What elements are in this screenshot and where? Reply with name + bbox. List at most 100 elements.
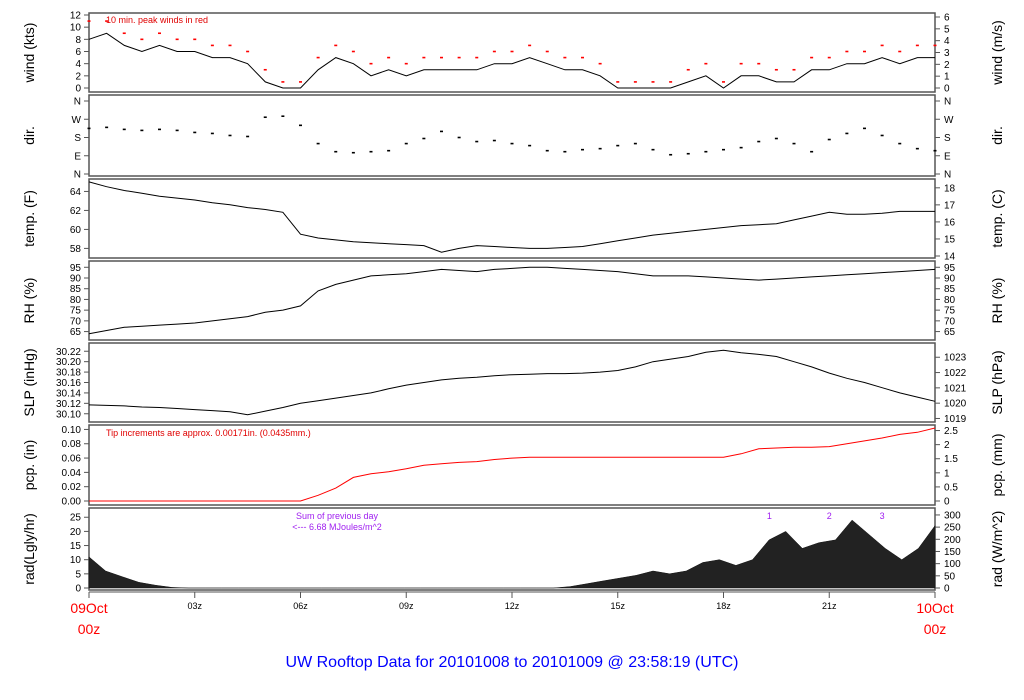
wind-ytick-label: 12	[70, 11, 82, 22]
dir-frame	[88, 94, 936, 177]
slp-ylabel: SLP (inHg)	[21, 348, 37, 416]
wind-ytick-label-right: 4	[944, 36, 950, 47]
rh-ytick-label-right: 70	[944, 316, 956, 327]
slp-ytick-label: 30.10	[56, 409, 81, 420]
pcp-ytick-label: 0.00	[62, 497, 82, 508]
pcp-frame	[88, 424, 936, 506]
slp-ytick-label: 30.22	[56, 347, 81, 358]
slp-ytick-label: 30.20	[56, 357, 81, 368]
rad-ytick-label-right: 50	[944, 571, 956, 582]
wind-ytick-label-right: 3	[944, 48, 950, 59]
pcp-ytick-label: 0.08	[62, 439, 82, 450]
slp-ytick-label-right: 1022	[944, 368, 967, 379]
x-tick-label: 03z	[187, 601, 202, 611]
rh-ytick-label-right: 65	[944, 327, 956, 338]
pcp-ytick-label: 0.10	[62, 425, 82, 436]
x-tick-label: 18z	[716, 601, 731, 611]
wind-ylabel: wind (kts)	[21, 23, 37, 84]
rad-ytick-label: 10	[70, 555, 82, 566]
pcp-ytick-label-right: 2	[944, 440, 950, 451]
wind-ylabel-right: wind (m/s)	[989, 20, 1005, 86]
rad-marker: 2	[827, 511, 832, 521]
pcp-ytick-label-right: 1.5	[944, 454, 958, 465]
pcp-ytick-label-right: 1	[944, 468, 950, 479]
wind-ytick-label-right: 0	[944, 84, 950, 95]
x-tick-label: 15z	[610, 601, 625, 611]
rad-ytick-label: 25	[70, 513, 82, 524]
x-axis: 03z 06z 09z 12z 15z 18z 21z 09Oct 00z 10Oct 00z	[70, 591, 954, 637]
rad-ylabel: rad(Lgly/hr)	[21, 513, 37, 585]
rad-ytick-label-right: 100	[944, 559, 961, 570]
x-tick-label: 21z	[822, 601, 837, 611]
temp-frame	[88, 178, 936, 259]
rh-ytick-label: 95	[70, 263, 82, 274]
rh-ytick-label: 80	[70, 295, 82, 306]
wind-ytick-label: 10	[70, 23, 82, 34]
slp-line	[88, 349, 936, 416]
dir-ytick-label-right: W	[944, 115, 954, 126]
rh-ytick-label-right: 80	[944, 295, 956, 306]
temp-ytick-label-right: 17	[944, 200, 956, 211]
wind-ytick-label-right: 5	[944, 24, 950, 35]
dir-ytick-label: E	[74, 151, 81, 162]
pcp-ytick-label-right: 2.5	[944, 426, 958, 437]
pcp-ylabel: pcp. (in)	[21, 440, 37, 491]
temp-ytick-label: 60	[70, 225, 82, 236]
rh-ytick-label: 75	[70, 306, 82, 317]
rh-ytick-label: 65	[70, 327, 82, 338]
slp-ytick-label-right: 1021	[944, 383, 967, 394]
panel-temp: 58 60 62 64 14 15 16 17 18 temp. (F) temp. (C)	[21, 178, 1005, 263]
rh-ylabel-right: RH (%)	[989, 278, 1005, 324]
dir-ytick-label: N	[74, 97, 81, 108]
slp-ytick-label-right: 1020	[944, 399, 967, 410]
wind-annotation: 10 min. peak winds in red	[106, 15, 208, 25]
dir-ytick-label-right: E	[944, 151, 951, 162]
wind-ytick-label-right: 2	[944, 60, 950, 71]
rad-ytick-label-right: 150	[944, 547, 961, 558]
dir-ytick-label: N	[74, 170, 81, 181]
dir-ytick-label: S	[74, 133, 81, 144]
pcp-ytick-label-right: 0	[944, 497, 950, 508]
x-tick-label: 12z	[505, 601, 520, 611]
rad-annotation-line2: <--- 6.68 MJoules/m^2	[292, 522, 382, 532]
rad-ylabel-right: rad (W/m^2)	[989, 511, 1005, 588]
start-date-label: 09Oct	[70, 600, 107, 616]
pcp-ytick-label-right: 0.5	[944, 482, 958, 493]
rad-marker: 3	[880, 511, 885, 521]
temp-ytick-label-right: 15	[944, 234, 956, 245]
rad-ytick-label: 15	[70, 541, 82, 552]
rh-frame	[88, 260, 936, 341]
x-tick-label: 06z	[293, 601, 308, 611]
rad-annotation-line1: Sum of previous day	[296, 511, 379, 521]
slp-ytick-label-right: 1023	[944, 353, 967, 364]
dir-ytick-label-right: N	[944, 170, 951, 181]
rh-ytick-label-right: 90	[944, 274, 956, 285]
rh-ytick-label: 90	[70, 274, 82, 285]
slp-frame	[88, 342, 936, 423]
wind-ytick-label: 6	[75, 47, 81, 58]
temp-ytick-label-right: 16	[944, 217, 956, 228]
temp-ytick-label-right: 18	[944, 183, 956, 194]
temp-ytick-label-right: 14	[944, 252, 956, 263]
rh-ytick-label-right: 85	[944, 284, 956, 295]
rad-ytick-label-right: 300	[944, 510, 961, 521]
rh-ytick-label: 70	[70, 316, 82, 327]
rh-ytick-label-right: 95	[944, 263, 956, 274]
end-time-label: 00z	[924, 621, 947, 637]
wind-ytick-label: 0	[75, 84, 81, 95]
wind-ytick-label: 8	[75, 35, 81, 46]
temp-ylabel-right: temp. (C)	[989, 189, 1005, 247]
slp-ylabel-right: SLP (hPa)	[989, 350, 1005, 414]
temp-ytick-label: 58	[70, 244, 82, 255]
pcp-annotation: Tip increments are approx. 0.00171in. (0…	[106, 428, 311, 438]
wind-frame	[88, 12, 936, 93]
end-date-label: 10Oct	[916, 600, 953, 616]
temp-line	[88, 181, 935, 253]
pcp-ytick-label: 0.04	[62, 468, 82, 479]
rad-ytick-label: 5	[75, 569, 81, 580]
